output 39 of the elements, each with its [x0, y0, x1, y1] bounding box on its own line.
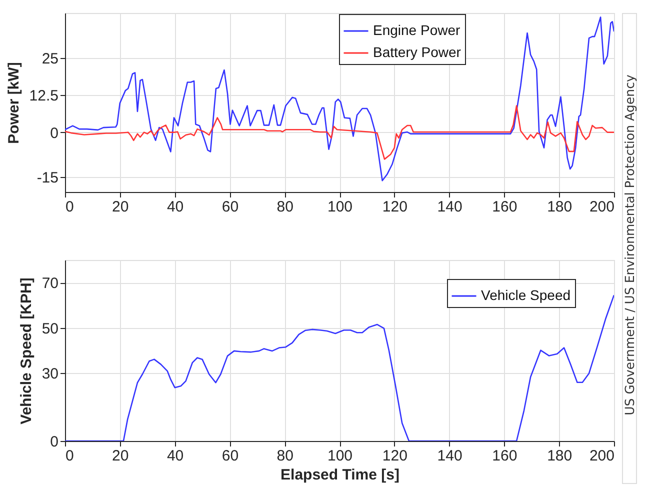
- y-tick-label: 0: [50, 124, 58, 142]
- x-tick-label: 180: [547, 198, 572, 216]
- x-tick-label: 100: [327, 448, 353, 464]
- x-tick-label: 100: [327, 198, 353, 216]
- x-tick-label: 0: [66, 198, 74, 216]
- y-tick-label: 70: [42, 275, 58, 292]
- line-series: [65, 105, 614, 160]
- x-tick-label: 60: [222, 198, 239, 216]
- y-tick-label: 25: [42, 50, 58, 68]
- x-tick-label: 60: [222, 448, 239, 464]
- text: US Government / US Environmental Protection Agency: [622, 74, 637, 416]
- x-tick-label: 20: [112, 448, 129, 464]
- x-tick-label: 140: [437, 198, 462, 216]
- x-tick-label: 200: [589, 198, 614, 216]
- y-axis-title: Vehicle Speed [KPH]: [18, 278, 35, 424]
- line-series: [65, 16, 614, 182]
- x-tick-label: 140: [437, 448, 462, 464]
- x-axis-title: Elapsed Time [s]: [280, 466, 400, 484]
- x-tick-label: 80: [276, 198, 294, 216]
- x-tick-label: 160: [492, 198, 518, 216]
- x-tick-label: 40: [166, 448, 184, 464]
- x-tick-label: 120: [382, 448, 408, 464]
- y-tick-label: -15: [36, 170, 58, 187]
- y-axis-title: Power [kW]: [5, 62, 22, 144]
- x-tick-label: 40: [166, 198, 184, 216]
- y-tick-label: 50: [42, 320, 58, 338]
- legend-label: Battery Power: [373, 44, 462, 60]
- x-tick-label: 180: [547, 448, 572, 464]
- x-tick-label: 20: [112, 198, 129, 216]
- legend-label: Vehicle Speed: [481, 287, 571, 303]
- x-tick-label: 160: [492, 448, 518, 464]
- y-tick-label: 30: [42, 366, 58, 383]
- x-tick-label: 80: [276, 448, 294, 464]
- y-tick-label: 12.5: [29, 88, 58, 105]
- legend-label: Engine Power: [373, 22, 461, 38]
- x-tick-label: 0: [66, 448, 74, 464]
- x-tick-label: 120: [382, 198, 408, 216]
- y-tick-label: 0: [50, 434, 58, 450]
- x-tick-label: 200: [589, 448, 614, 464]
